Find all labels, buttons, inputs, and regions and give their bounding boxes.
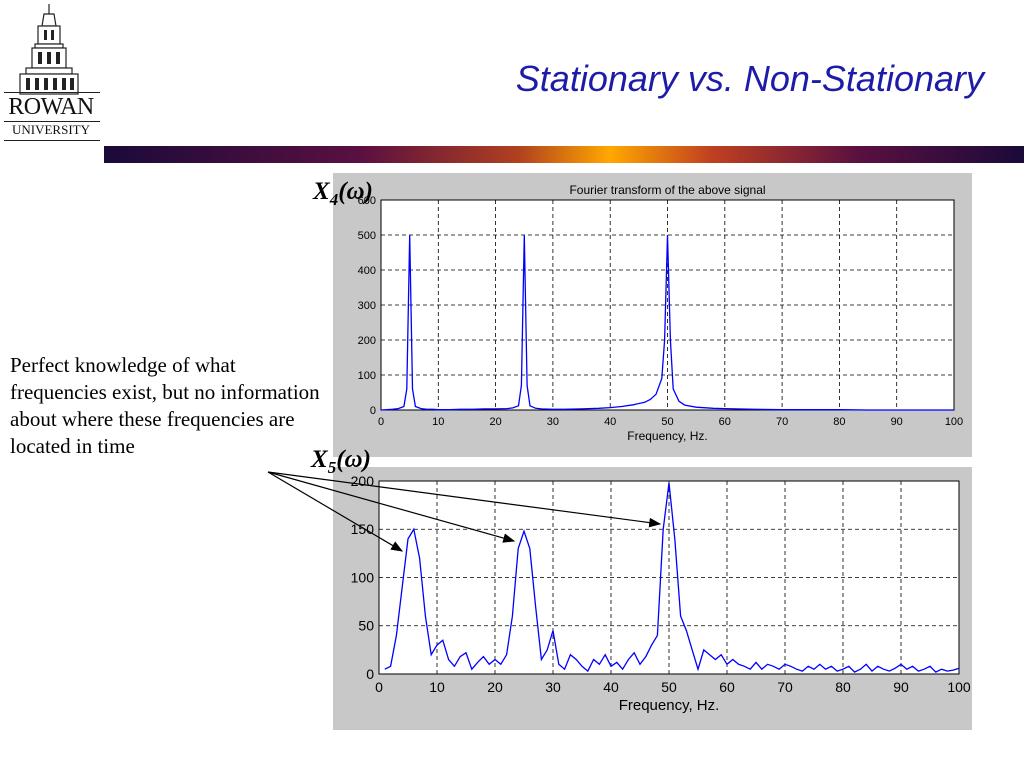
description-text: Perfect knowledge of what frequencies ex… — [10, 353, 320, 458]
logo-text-rowan: ROWAN — [8, 94, 94, 120]
label-x4-base: X — [313, 178, 330, 205]
arrow-to-peak-50hz — [267, 471, 662, 528]
y-tick-label: 500 — [358, 230, 376, 242]
label-x4: X4(ω) — [313, 178, 373, 210]
arrow-to-peak-5hz — [267, 471, 404, 552]
y-tick-label: 200 — [358, 335, 376, 347]
y-tick-label: 50 — [358, 618, 374, 634]
chart-panel-x5: 0 10 20 30 40 50 60 70 80 90 100 0 50 100 150 200 Freque… — [333, 467, 972, 730]
x-tick-label: 80 — [833, 416, 845, 428]
x-tick-label: 70 — [776, 416, 788, 428]
logo-rule-bottom — [4, 140, 100, 141]
x-tick-label: 0 — [375, 679, 383, 695]
x-tick-label: 20 — [489, 416, 501, 428]
series-line — [380, 234, 954, 411]
label-x5-base: X — [311, 446, 328, 473]
y-tick-label: 150 — [351, 521, 375, 537]
label-x4-sub: 4 — [329, 190, 339, 209]
x-tick-label: 60 — [719, 679, 735, 695]
chart-title: Fourier transform of the above signal — [569, 183, 765, 197]
label-x5-sub: 5 — [327, 458, 337, 477]
x-tick-label: 90 — [891, 416, 903, 428]
x-tick-label: 70 — [777, 679, 793, 695]
x-tick-label: 100 — [947, 679, 971, 695]
y-tick-label: 100 — [351, 569, 375, 585]
rowan-logo: ROWAN UNIVERSITY — [0, 0, 104, 148]
y-tick-label: 0 — [366, 666, 374, 682]
x-tick-label: 40 — [604, 416, 616, 428]
arrow-to-peak-25hz — [267, 471, 516, 543]
chart-panel-x4: 0 10 20 30 40 50 60 70 80 90 100 0 100 200 300 400 500 60… — [333, 173, 972, 457]
logo-rule-middle — [4, 121, 100, 122]
x-tick-label: 10 — [429, 679, 445, 695]
x-tick-label: 10 — [432, 416, 444, 428]
x-tick-label: 40 — [603, 679, 619, 695]
y-tick-label: 400 — [358, 265, 376, 277]
fourier-chart-x5: 0 10 20 30 40 50 60 70 80 90 100050100150200Freque… — [351, 473, 971, 714]
x-tick-label: 50 — [661, 679, 677, 695]
logo-text-university: UNIVERSITY — [12, 122, 90, 137]
label-x5-suffix: (ω) — [336, 446, 371, 473]
y-tick-label: 100 — [358, 370, 376, 382]
fourier-chart-x4: 0 10 20 30 40 50 60 70 80 90 100 0 100 200 300 400 500 60… — [358, 183, 964, 443]
label-x5: X5(ω) — [311, 446, 371, 478]
x-tick-label: 0 — [378, 416, 384, 428]
x-tick-label: 30 — [545, 679, 561, 695]
x-tick-label: 90 — [893, 679, 909, 695]
x-tick-label: 80 — [835, 679, 851, 695]
x-axis-label: Frequency, Hz. — [619, 697, 720, 714]
x-tick-label: 50 — [661, 416, 673, 428]
logo-rule-top — [4, 92, 100, 93]
x-tick-label: 100 — [945, 416, 963, 428]
y-tick-label: 600 — [358, 195, 376, 207]
y-tick-label: 0 — [370, 405, 376, 417]
x-tick-label: 30 — [547, 416, 559, 428]
x-tick-label: 60 — [719, 416, 731, 428]
label-x4-suffix: (ω) — [338, 178, 373, 205]
x-tick-label: 20 — [487, 679, 503, 695]
series-line — [384, 482, 960, 673]
slide-title: Stationary vs. Non-Stationary — [515, 58, 984, 99]
y-tick-label: 300 — [358, 300, 376, 312]
x-axis-label: Frequency, Hz. — [627, 429, 707, 443]
header-band — [104, 146, 1024, 163]
tower-icon — [19, 4, 79, 95]
